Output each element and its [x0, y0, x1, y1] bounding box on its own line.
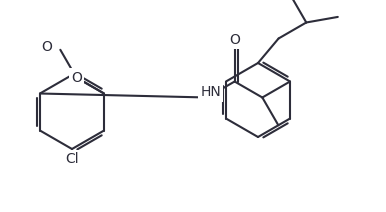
Text: HN: HN [201, 85, 221, 99]
Text: O: O [41, 40, 52, 54]
Text: Cl: Cl [65, 152, 79, 166]
Text: O: O [71, 71, 82, 85]
Text: O: O [229, 33, 240, 47]
